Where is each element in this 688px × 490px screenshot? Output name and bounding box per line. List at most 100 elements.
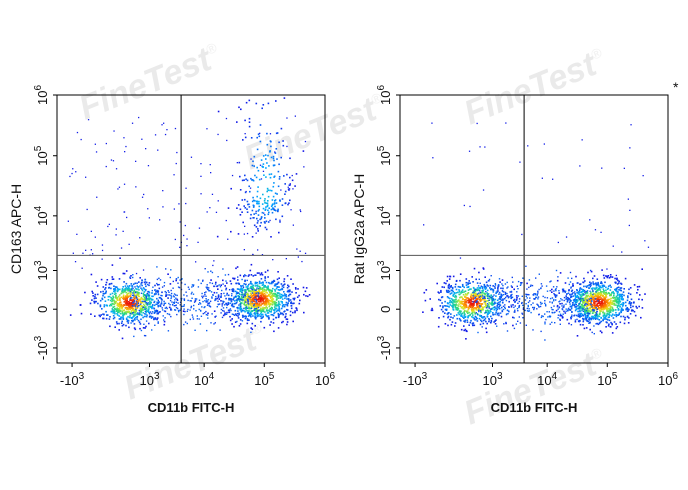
event-dot (106, 314, 109, 316)
event-dot (265, 176, 267, 178)
event-dot (541, 315, 543, 317)
event-dot (210, 322, 212, 324)
event-dot (220, 295, 222, 297)
event-dot (567, 292, 570, 294)
event-dot (618, 313, 620, 315)
event-dot (231, 304, 233, 307)
event-dot (138, 313, 140, 315)
event-dot (586, 319, 588, 322)
event-dot (619, 303, 622, 306)
event-dot (231, 290, 234, 292)
event-dot (250, 293, 253, 296)
event-dot (495, 311, 497, 314)
event-dot (277, 281, 280, 284)
event-dot (527, 301, 530, 304)
event-dot (240, 307, 243, 310)
event-dot (286, 308, 288, 311)
event-dot (516, 297, 518, 299)
event-dot (272, 295, 274, 297)
event-dot (629, 304, 632, 307)
event-dot (598, 322, 601, 325)
event-dot (491, 300, 493, 303)
event-dot (452, 294, 454, 297)
event-dot (232, 298, 235, 300)
event-dot (153, 307, 155, 309)
event-dot (267, 286, 269, 289)
event-dot (132, 320, 134, 323)
event-dot (562, 306, 564, 309)
event-dot (173, 293, 176, 295)
event-dot (513, 327, 516, 330)
event-dot (133, 292, 135, 295)
event-dot (475, 293, 477, 296)
event-dot (628, 224, 630, 227)
event-dot (567, 298, 570, 300)
event-dot (621, 293, 624, 296)
event-dot (582, 294, 584, 296)
event-dot (266, 187, 269, 190)
event-dot (179, 246, 181, 248)
event-dot (277, 295, 279, 297)
event-dot (202, 280, 204, 282)
event-dot (592, 309, 594, 311)
event-dot (257, 220, 259, 222)
event-dot (279, 221, 281, 223)
event-dot (294, 311, 296, 314)
event-dot (227, 273, 230, 276)
event-dot (590, 292, 592, 294)
event-dot (238, 106, 240, 109)
event-dot (142, 309, 144, 311)
event-dot (250, 263, 253, 266)
event-dot (94, 143, 96, 145)
event-dot (288, 293, 291, 296)
event-dot (618, 299, 620, 301)
event-dot (278, 163, 280, 166)
event-dot (637, 288, 639, 291)
event-dot (129, 306, 131, 309)
event-dot (132, 294, 135, 296)
event-dot (195, 261, 197, 263)
event-dot (266, 205, 269, 207)
event-dot (161, 291, 163, 294)
event-dot (576, 294, 579, 297)
event-dot (262, 299, 264, 301)
event-dot (269, 303, 272, 306)
event-dot (522, 307, 525, 309)
event-dot (261, 317, 263, 319)
event-dot (175, 304, 177, 306)
event-dot (482, 317, 484, 319)
event-dot (475, 312, 477, 314)
event-dot (465, 338, 467, 340)
event-dot (139, 285, 141, 287)
event-dot (129, 292, 131, 294)
event-dot (483, 296, 485, 298)
event-dot (471, 316, 473, 318)
event-dot (267, 312, 270, 314)
event-dot (222, 302, 224, 304)
event-dot (480, 294, 483, 296)
event-dot (269, 282, 271, 285)
event-dot (175, 162, 177, 165)
event-dot (263, 301, 265, 303)
event-dot (602, 311, 604, 314)
event-dot (113, 285, 115, 287)
event-dot (118, 298, 121, 301)
event-dot (275, 307, 278, 310)
event-dot (277, 303, 280, 306)
event-dot (537, 304, 539, 306)
event-dot (470, 304, 472, 307)
event-dot (141, 300, 143, 302)
event-dot (237, 307, 239, 310)
event-dot (579, 291, 581, 294)
event-dot (250, 137, 253, 139)
event-dot (250, 304, 252, 306)
event-dot (208, 302, 211, 304)
event-dot (562, 288, 565, 290)
x-tick-label: 105 (254, 371, 274, 388)
event-dot (281, 312, 283, 315)
event-dot (454, 283, 457, 286)
event-dot (137, 302, 140, 304)
event-dot (600, 307, 602, 310)
event-dot (541, 302, 543, 305)
